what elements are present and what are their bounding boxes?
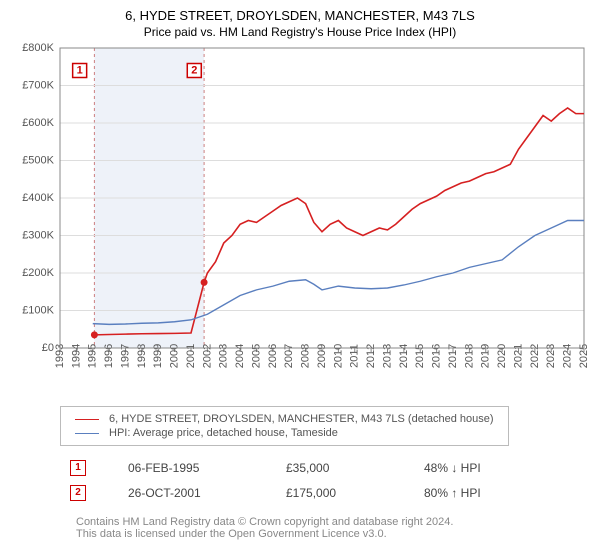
svg-text:2010: 2010: [332, 344, 344, 368]
svg-text:2008: 2008: [300, 344, 312, 368]
svg-text:2012: 2012: [365, 344, 377, 368]
events-table: 1 06-FEB-1995 £35,000 48% ↓ HPI 2 26-OCT…: [60, 454, 584, 506]
svg-text:£600K: £600K: [22, 117, 54, 129]
svg-text:£0: £0: [42, 342, 54, 354]
svg-text:2018: 2018: [463, 344, 475, 368]
svg-text:1999: 1999: [152, 344, 164, 368]
svg-text:2023: 2023: [545, 344, 557, 368]
svg-text:2000: 2000: [169, 344, 181, 368]
svg-text:£800K: £800K: [22, 42, 54, 54]
page-subtitle: Price paid vs. HM Land Registry's House …: [0, 25, 600, 39]
event-row: 1 06-FEB-1995 £35,000 48% ↓ HPI: [62, 456, 582, 479]
svg-text:2019: 2019: [480, 344, 492, 368]
caption-line1: Contains HM Land Registry data © Crown c…: [76, 516, 584, 528]
svg-text:1998: 1998: [136, 344, 148, 368]
svg-text:£200K: £200K: [22, 267, 54, 279]
svg-text:2022: 2022: [529, 344, 541, 368]
svg-text:2002: 2002: [201, 344, 213, 368]
svg-text:1: 1: [77, 65, 83, 77]
caption: Contains HM Land Registry data © Crown c…: [60, 516, 584, 540]
svg-text:2013: 2013: [381, 344, 393, 368]
svg-text:2009: 2009: [316, 344, 328, 368]
svg-text:2014: 2014: [398, 344, 410, 368]
chart-svg: £0£100K£200K£300K£400K£500K£600K£700K£80…: [60, 48, 584, 388]
svg-text:£100K: £100K: [22, 304, 54, 316]
svg-text:£400K: £400K: [22, 192, 54, 204]
event-price: £175,000: [278, 481, 414, 504]
event-marker-icon: 1: [70, 460, 86, 476]
event-delta: 80% ↑ HPI: [416, 481, 582, 504]
svg-text:1995: 1995: [87, 344, 99, 368]
svg-text:2005: 2005: [250, 344, 262, 368]
svg-text:2021: 2021: [512, 344, 524, 368]
event-delta: 48% ↓ HPI: [416, 456, 582, 479]
svg-text:1997: 1997: [119, 344, 131, 368]
legend-swatch-subject: [75, 419, 99, 420]
legend: 6, HYDE STREET, DROYLSDEN, MANCHESTER, M…: [60, 406, 509, 446]
event-marker-icon: 2: [70, 485, 86, 501]
svg-text:2004: 2004: [234, 344, 246, 368]
svg-text:£500K: £500K: [22, 154, 54, 166]
event-date: 26-OCT-2001: [120, 481, 276, 504]
svg-text:2001: 2001: [185, 344, 197, 368]
svg-text:2: 2: [191, 65, 197, 77]
svg-text:2003: 2003: [218, 344, 230, 368]
svg-text:2016: 2016: [431, 344, 443, 368]
legend-label-subject: 6, HYDE STREET, DROYLSDEN, MANCHESTER, M…: [105, 413, 498, 425]
svg-text:2006: 2006: [267, 344, 279, 368]
svg-text:2007: 2007: [283, 344, 295, 368]
event-price: £35,000: [278, 456, 414, 479]
svg-text:1996: 1996: [103, 344, 115, 368]
svg-text:£700K: £700K: [22, 79, 54, 91]
legend-swatch-hpi: [75, 433, 99, 434]
caption-line2: This data is licensed under the Open Gov…: [76, 528, 584, 540]
svg-text:1994: 1994: [70, 344, 82, 368]
svg-text:2020: 2020: [496, 344, 508, 368]
chart: £0£100K£200K£300K£400K£500K£600K£700K£80…: [60, 48, 584, 388]
svg-text:£300K: £300K: [22, 229, 54, 241]
event-date: 06-FEB-1995: [120, 456, 276, 479]
svg-text:2024: 2024: [562, 344, 574, 368]
page-title: 6, HYDE STREET, DROYLSDEN, MANCHESTER, M…: [0, 8, 600, 23]
legend-label-hpi: HPI: Average price, detached house, Tame…: [105, 427, 498, 439]
event-row: 2 26-OCT-2001 £175,000 80% ↑ HPI: [62, 481, 582, 504]
svg-text:2017: 2017: [447, 344, 459, 368]
svg-text:2015: 2015: [414, 344, 426, 368]
